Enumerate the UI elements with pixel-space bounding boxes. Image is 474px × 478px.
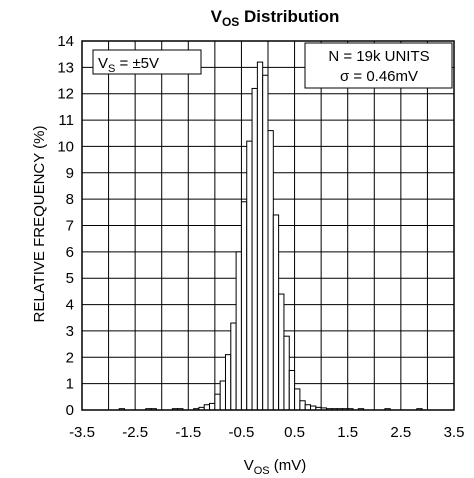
y-tick-label: 6 <box>66 244 74 261</box>
y-axis-label: RELATIVE FREQUENCY (%) <box>31 126 48 323</box>
x-tick-label: -3.5 <box>69 424 95 441</box>
x-tick-label: -2.5 <box>122 424 148 441</box>
histogram-bar <box>209 402 216 411</box>
histogram-bar <box>256 61 264 411</box>
y-tick-label: 10 <box>57 138 74 155</box>
x-tick-label: 2.5 <box>390 424 411 441</box>
chart-title: VOS Distribution <box>211 7 340 29</box>
histogram-bar <box>267 130 274 411</box>
y-tick-label: 2 <box>66 349 74 366</box>
plot-frame <box>81 40 455 411</box>
y-tick-label: 0 <box>66 402 74 419</box>
histogram-bar <box>272 214 280 411</box>
y-tick-label: 8 <box>66 191 74 208</box>
histogram-bar <box>251 87 258 411</box>
histogram-bar <box>240 201 248 411</box>
histogram-bar <box>288 369 296 411</box>
y-tick-label: 7 <box>66 218 74 235</box>
histogram-bar <box>262 74 269 411</box>
histogram-bar <box>224 354 232 411</box>
histogram-bar <box>283 335 290 411</box>
x-tick-label: 3.5 <box>444 424 465 441</box>
histogram-bar <box>294 388 301 411</box>
y-tick-label: 11 <box>58 112 74 129</box>
annotations: VS = ±5V N = 19k UNITS σ = 0.46mV <box>92 42 453 89</box>
x-tick-label: -1.5 <box>175 424 201 441</box>
y-tick-label: 14 <box>57 33 74 50</box>
stats-annotation-line-2: σ = 0.46mV <box>340 68 418 85</box>
histogram-bar <box>299 400 306 411</box>
histogram-bar <box>278 293 285 411</box>
y-tick-label: 9 <box>66 165 74 182</box>
histogram-bar <box>230 322 237 411</box>
x-tick-labels: -3.5 -2.5 -1.5 -0.5 0.5 1.5 2.5 3.5 <box>69 424 464 441</box>
x-tick-label: 1.5 <box>337 424 358 441</box>
histogram-bar <box>246 140 253 411</box>
histogram-bar <box>214 393 221 411</box>
y-tick-label: 12 <box>57 86 74 103</box>
y-tick-label: 5 <box>66 270 74 287</box>
histogram-bar <box>203 404 211 411</box>
x-axis-label: VOS (mV) <box>244 457 307 477</box>
x-tick-label: 0.5 <box>284 424 305 441</box>
histogram-bar <box>304 404 312 411</box>
histogram-bar <box>219 380 226 411</box>
y-tick-label: 13 <box>57 59 74 76</box>
stats-annotation-line-1: N = 19k UNITS <box>328 48 429 65</box>
histogram-bar <box>235 251 242 411</box>
x-tick-label: -0.5 <box>228 424 254 441</box>
supply-annotation-text: VS = ±5V <box>98 55 159 75</box>
histogram-bars <box>118 61 423 411</box>
y-tick-label: 4 <box>66 297 74 314</box>
stats-annotation-box <box>304 42 453 89</box>
supply-annotation-box <box>92 49 202 75</box>
y-tick-label: 1 <box>66 376 74 393</box>
y-tick-label: 3 <box>66 323 74 340</box>
